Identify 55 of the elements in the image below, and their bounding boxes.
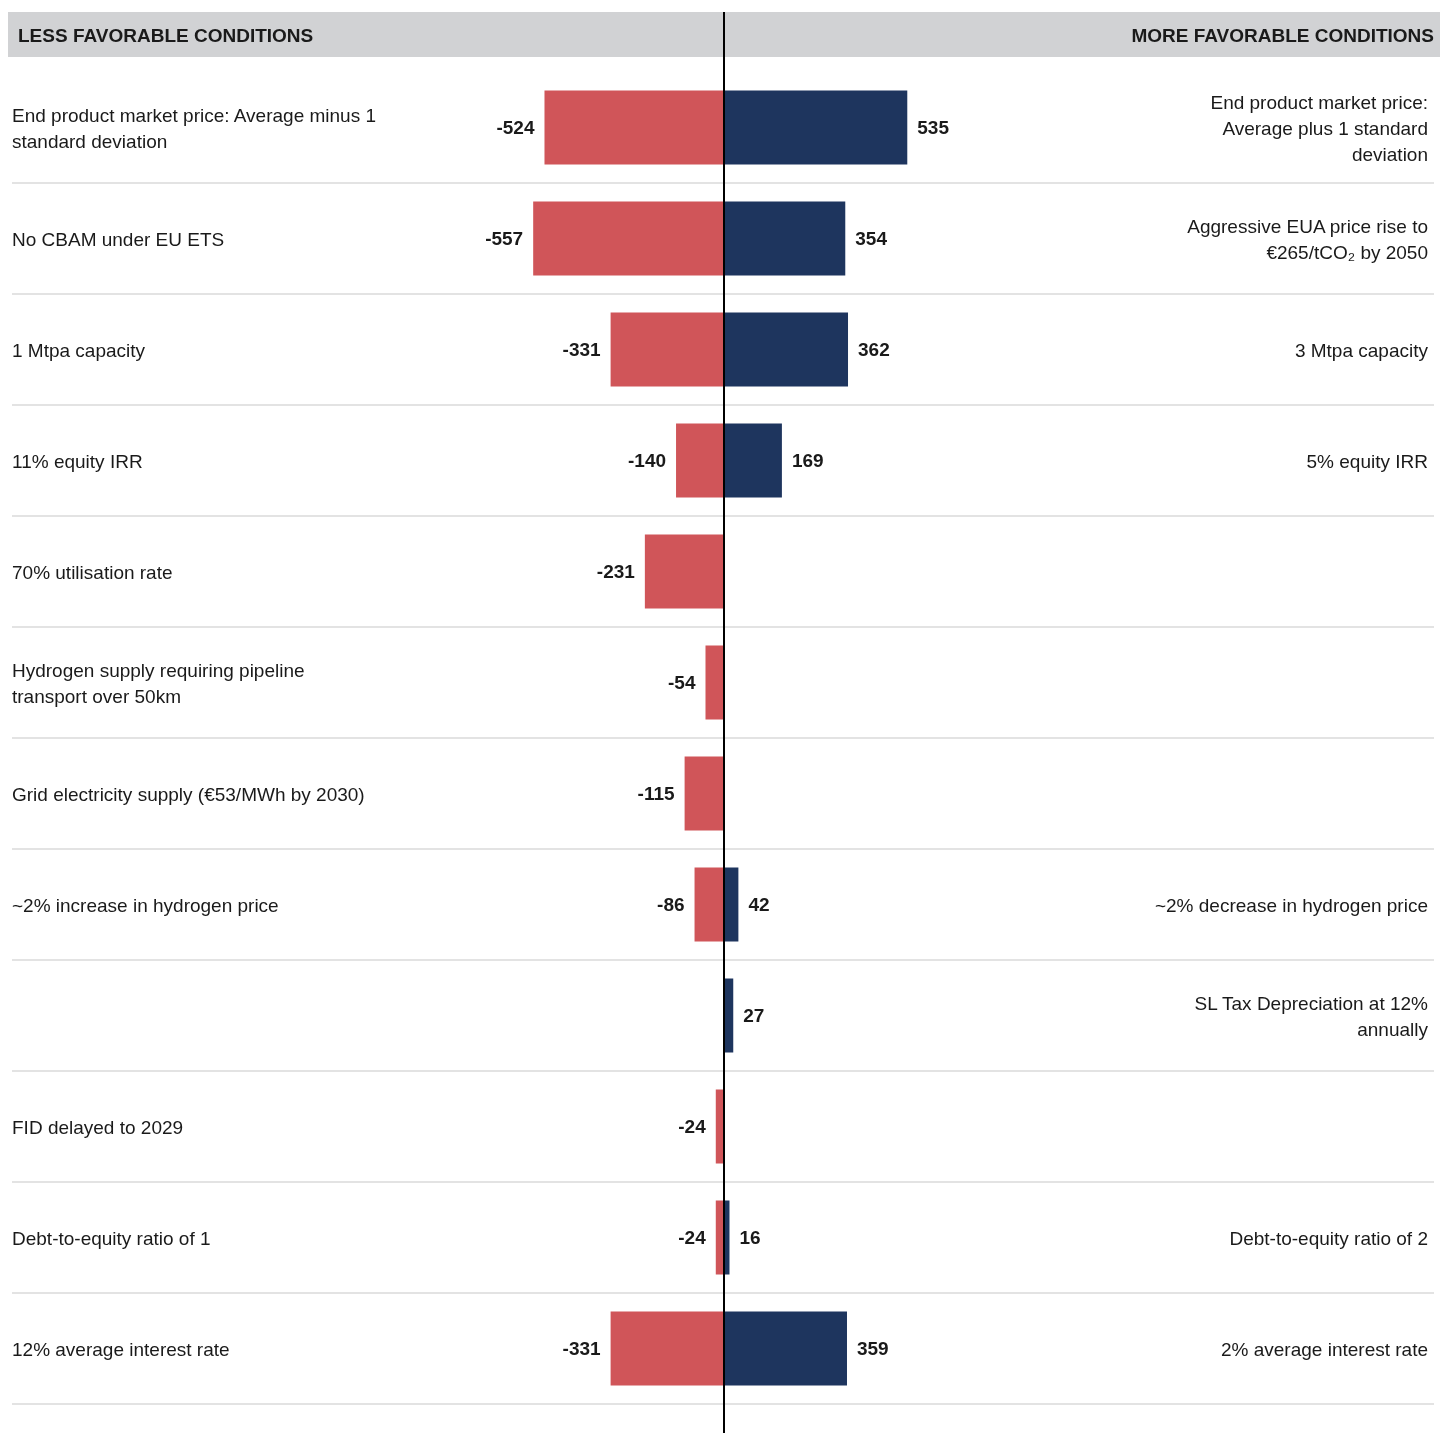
y2-tick-label: ~2% decrease in hydrogen price [1154,894,1428,915]
bar [684,756,724,831]
y-tick-label: End product market price: Average minus 1 standard deviation [12,104,377,151]
y-tick-label: Debt-to-equity ratio of 1 [12,1227,211,1248]
y2-tick-label: SL Tax Depreciation at 12% annually [1194,992,1429,1039]
y2-tick-label: 3 Mtpa capacity [1294,339,1429,360]
y2-tick-label: Aggressive EUA price rise to €265/tCO₂ by 2050 [1187,215,1428,262]
bar [694,867,724,942]
bar [724,201,846,276]
bar [724,867,739,942]
annotation: MORE FAVORABLE CONDITIONS [1131,24,1434,46]
bar [610,1311,724,1386]
y2-tick-label: Debt-to-equity ratio of 2 [1229,1227,1428,1248]
data-label: 42 [748,894,770,915]
bar [724,312,849,387]
y-tick-label: FID delayed to 2029 [12,1116,184,1137]
data-label: 359 [856,1338,889,1359]
data-label: -331 [562,339,602,360]
data-label: 362 [858,339,890,360]
bar [724,1311,847,1386]
y-tick-label: 1 Mtpa capacity [12,339,146,360]
y-tick-label: 70% utilisation rate [12,561,173,582]
data-label: 27 [743,1005,765,1026]
annotation: LESS FAVORABLE CONDITIONS [18,24,314,46]
y-tick-label: Grid electricity supply (€53/MWh by 2030) [12,783,365,804]
data-label: -24 [678,1116,707,1137]
y-tick-label: 12% average interest rate [12,1338,230,1359]
bar [533,201,724,276]
bar [724,90,908,165]
y-tick-label: No CBAM under EU ETS [12,228,225,249]
y-tick-label: ~2% increase in hydrogen price [12,894,279,915]
bar [610,312,724,387]
data-label: -331 [562,1338,602,1359]
data-label: 169 [791,450,824,471]
data-label: -557 [485,228,524,249]
data-label: 16 [739,1227,761,1248]
y2-tick-label: 2% average interest rate [1220,1338,1428,1359]
bar [705,645,724,720]
data-label: 535 [917,117,950,138]
data-label: -231 [596,561,636,582]
y2-tick-label: End product market price: Average plus 1 standard deviation [1210,91,1428,164]
data-label: -24 [678,1227,707,1248]
data-label: -115 [637,783,676,804]
data-label: 354 [855,228,888,249]
bar [676,423,724,498]
y-tick-label: 11% equity IRR [12,450,143,471]
y-tick-label: Hydrogen supply requiring pipeline transport over 50km [12,659,305,706]
y2-tick-label: 5% equity IRR [1306,450,1428,471]
bar [544,90,724,165]
data-label: -54 [668,672,696,693]
data-label: -140 [628,450,667,471]
data-label: -524 [496,117,535,138]
bar [644,534,724,609]
bar [724,423,782,498]
data-label: -86 [657,894,685,915]
